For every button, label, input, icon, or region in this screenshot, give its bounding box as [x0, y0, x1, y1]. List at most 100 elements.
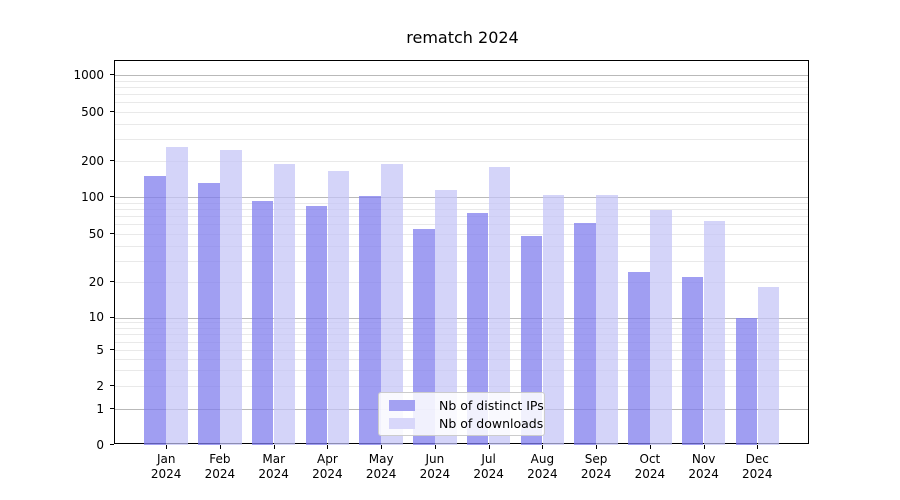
minor-gridline-50: [115, 234, 808, 235]
minor-gridline-20: [115, 282, 808, 283]
x-tick-label-dec: Dec 2024: [742, 452, 773, 481]
bar-sep-distinct-ips: [574, 223, 596, 445]
legend-box: Nb of distinct IPs Nb of downloads: [378, 392, 545, 436]
major-gridline-100: [115, 197, 808, 198]
y-tick-mark-5: [110, 349, 114, 350]
y-tick-label-50: 50: [88, 226, 104, 241]
minor-gridline-40: [115, 245, 808, 247]
y-tick-mark-0: [110, 444, 114, 445]
y-tick-mark-100: [110, 196, 114, 197]
minor-gridline-3: [115, 370, 808, 372]
minor-gridline-8: [115, 328, 808, 329]
bar-nov-downloads: [703, 220, 726, 445]
minor-gridline-200: [115, 161, 808, 162]
y-tick-label-5: 5: [96, 342, 104, 357]
legend-swatch-downloads: [389, 417, 415, 429]
bar-feb-distinct-ips: [198, 183, 220, 445]
y-tick-mark-1000: [110, 74, 114, 75]
bar-jul-distinct-ips: [466, 213, 489, 445]
y-tick-label-2: 2: [96, 378, 104, 393]
bar-jan-distinct-ips: [144, 175, 166, 445]
bar-feb-downloads: [220, 149, 242, 445]
x-tick-mark-oct: [649, 445, 651, 449]
y-tick-mark-500: [110, 111, 114, 112]
y-tick-label-200: 200: [81, 153, 104, 168]
x-tick-mark-jul: [488, 445, 490, 449]
x-tick-label-mar: Mar 2024: [258, 452, 289, 481]
legend-label-downloads: Nb of downloads: [439, 415, 544, 431]
minor-gridline-60: [115, 224, 808, 226]
minor-gridline-400: [115, 123, 808, 125]
y-tick-label-0: 0: [96, 437, 104, 452]
bar-mar-distinct-ips: [251, 200, 274, 445]
bar-apr-distinct-ips: [305, 206, 328, 445]
y-tick-mark-200: [110, 160, 114, 161]
y-tick-label-20: 20: [88, 274, 104, 289]
bar-jun-downloads: [435, 190, 457, 445]
y-tick-mark-50: [110, 233, 114, 234]
legend-row-distinct-ips: Nb of distinct IPs: [387, 398, 544, 413]
minor-gridline-90: [115, 202, 808, 204]
minor-gridline-500: [115, 112, 808, 113]
bar-oct-downloads: [650, 210, 672, 445]
x-tick-label-aug: Aug 2024: [527, 452, 558, 481]
x-tick-mark-sep: [596, 445, 598, 449]
x-tick-label-feb: Feb 2024: [204, 452, 236, 481]
minor-gridline-300: [115, 139, 808, 141]
bar-aug-downloads: [542, 194, 565, 445]
legend-swatch-distinct-ips: [389, 399, 415, 411]
legend-label-distinct-ips: Nb of distinct IPs: [439, 397, 544, 413]
bar-jul-downloads: [488, 167, 511, 445]
major-gridline-10: [115, 317, 808, 319]
y-tick-mark-10: [110, 316, 114, 318]
x-tick-mark-dec: [757, 445, 759, 449]
x-tick-mark-may: [381, 445, 383, 449]
y-tick-mark-2: [110, 385, 114, 386]
bar-oct-distinct-ips: [628, 272, 650, 445]
x-tick-mark-aug: [542, 445, 544, 449]
x-tick-label-sep: Sep 2024: [580, 452, 612, 481]
bar-apr-downloads: [327, 171, 350, 445]
chart-title: rematch 2024: [406, 28, 519, 47]
x-tick-mark-feb: [219, 445, 221, 449]
x-tick-label-oct: Oct 2024: [634, 452, 666, 481]
minor-gridline-70: [115, 216, 808, 217]
bar-may-distinct-ips: [359, 196, 381, 445]
minor-gridline-800: [115, 86, 808, 88]
major-gridline-1000: [115, 75, 808, 76]
bar-mar-downloads: [273, 163, 296, 445]
minor-gridline-6: [115, 341, 808, 343]
plot-area: [114, 60, 809, 445]
minor-gridline-4: [115, 358, 808, 360]
y-tick-label-1000: 1000: [73, 67, 104, 82]
x-tick-mark-jan: [166, 445, 168, 449]
y-tick-label-500: 500: [81, 104, 104, 119]
x-tick-mark-nov: [703, 445, 705, 449]
bar-jan-downloads: [166, 147, 188, 445]
y-tick-label-1: 1: [96, 401, 104, 416]
minor-gridline-80: [115, 208, 808, 210]
y-tick-mark-20: [110, 281, 114, 282]
x-tick-label-jul: Jul 2024: [473, 452, 504, 481]
bar-may-downloads: [381, 163, 403, 445]
minor-gridline-5: [115, 350, 808, 351]
minor-gridline-7: [115, 334, 808, 336]
x-tick-mark-apr: [327, 445, 329, 449]
legend-row-downloads: Nb of downloads: [387, 416, 543, 431]
x-tick-label-apr: Apr 2024: [312, 452, 343, 481]
x-tick-mark-jun: [434, 445, 436, 449]
minor-gridline-30: [115, 260, 808, 262]
x-tick-label-jun: Jun 2024: [419, 452, 451, 481]
x-tick-mark-mar: [273, 445, 275, 449]
minor-gridline-700: [115, 94, 808, 95]
x-tick-label-may: May 2024: [365, 452, 397, 481]
minor-gridline-2: [115, 386, 808, 387]
y-tick-label-100: 100: [81, 189, 104, 204]
minor-gridline-9: [115, 322, 808, 324]
x-tick-label-jan: Jan 2024: [150, 452, 182, 481]
minor-gridline-900: [115, 80, 808, 82]
bar-nov-distinct-ips: [681, 277, 704, 445]
x-tick-label-nov: Nov 2024: [688, 452, 719, 481]
minor-gridline-600: [115, 102, 808, 104]
